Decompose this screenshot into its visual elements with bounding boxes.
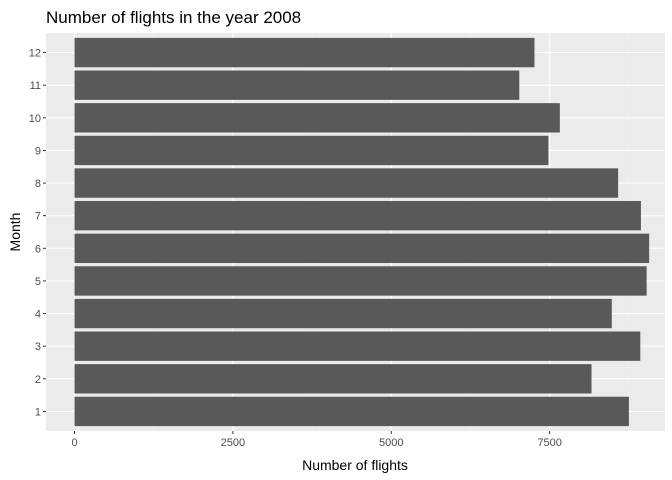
bar-month-9: [74, 135, 549, 166]
x-tick-label: 5000: [379, 437, 403, 449]
bars-group: [74, 37, 650, 427]
bar-month-4: [74, 298, 612, 329]
y-tick-label: 6: [35, 243, 41, 255]
y-tick-label: 5: [35, 276, 41, 288]
bar-month-8: [74, 168, 619, 198]
x-axis-title: Number of flights: [302, 457, 408, 473]
bar-month-5: [74, 266, 647, 296]
bar-month-6: [74, 233, 650, 263]
y-axis-title: Month: [7, 213, 23, 252]
y-tick-label: 9: [35, 145, 41, 157]
y-tick-label: 4: [35, 309, 41, 321]
bar-month-2: [74, 364, 592, 394]
y-tick-label: 2: [35, 374, 41, 386]
y-tick-label: 1: [35, 406, 41, 418]
y-tick-label: 12: [29, 48, 41, 60]
x-tick-label: 2500: [221, 437, 245, 449]
y-tick-label: 8: [35, 178, 41, 190]
bar-month-7: [74, 201, 641, 231]
chart-title: Number of flights in the year 2008: [46, 8, 301, 27]
bar-month-11: [74, 70, 520, 100]
bar-month-3: [74, 331, 641, 361]
y-tick-label: 10: [29, 113, 41, 125]
x-axis: 0 2500 5000 7500: [71, 431, 562, 449]
y-tick-label: 3: [35, 341, 41, 353]
y-tick-label: 7: [35, 211, 41, 223]
bar-month-12: [74, 37, 535, 68]
y-tick-label: 11: [30, 80, 41, 92]
x-tick-label: 0: [71, 437, 77, 449]
bar-month-1: [74, 396, 629, 427]
bar-month-10: [74, 103, 560, 133]
x-tick-label: 7500: [537, 437, 561, 449]
